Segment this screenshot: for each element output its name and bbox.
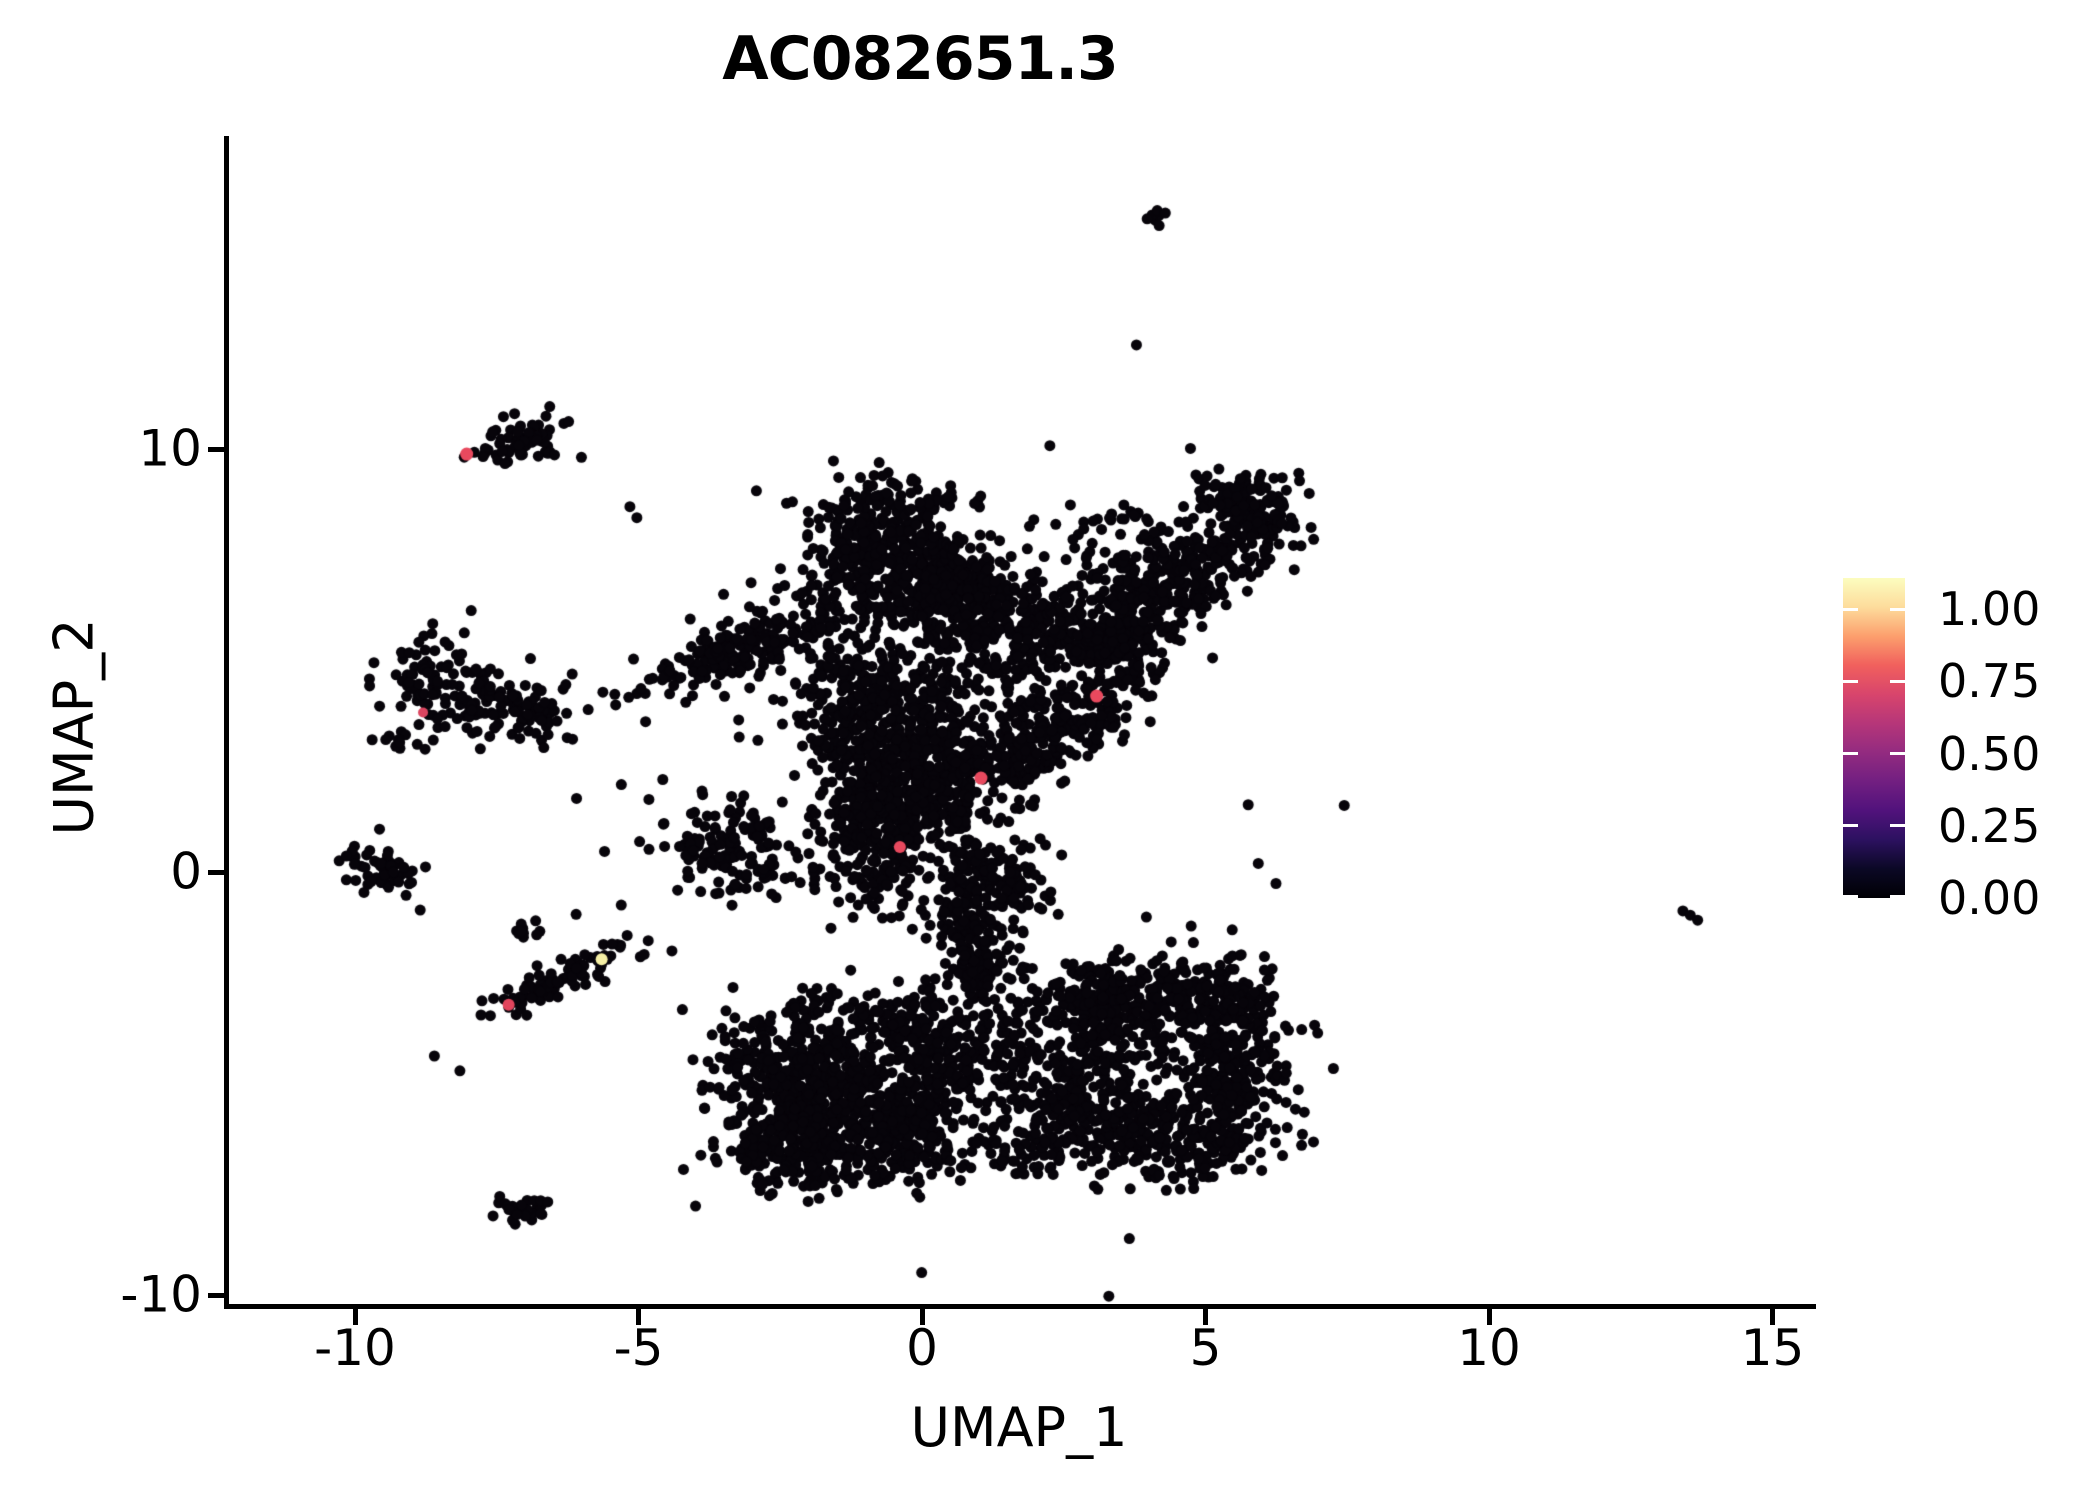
x-tick-label: -5 xyxy=(613,1319,664,1377)
x-tick-mark xyxy=(1203,1309,1208,1325)
y-tick-mark xyxy=(208,446,224,452)
x-tick-mark xyxy=(1770,1309,1775,1325)
x-tick-label: 5 xyxy=(1189,1319,1222,1377)
x-axis-line xyxy=(224,1304,1816,1309)
colorbar-tick-mark xyxy=(1843,752,1858,756)
x-tick-mark xyxy=(352,1309,358,1325)
plot-title: AC082651.3 xyxy=(722,24,1119,94)
y-tick-label: -10 xyxy=(120,1265,202,1324)
colorbar-tick-label: 0.00 xyxy=(1938,871,2041,925)
x-tick-mark xyxy=(1486,1309,1492,1325)
y-axis-line xyxy=(224,136,229,1308)
y-tick-label: 0 xyxy=(170,842,202,901)
x-tick-label: -10 xyxy=(314,1319,396,1377)
y-tick-mark xyxy=(208,1292,224,1298)
colorbar-tick-mark xyxy=(1890,895,1905,898)
x-tick-label: 0 xyxy=(906,1319,938,1377)
colorbar-tick-label: 0.50 xyxy=(1938,726,2041,781)
colorbar-tick-mark xyxy=(1843,679,1858,683)
colorbar-tick-mark xyxy=(1890,679,1905,683)
colorbar-tick-mark xyxy=(1843,895,1858,898)
x-tick-label: 10 xyxy=(1457,1319,1521,1377)
colorbar-tick-mark xyxy=(1843,824,1858,828)
colorbar-tick-mark xyxy=(1890,824,1905,828)
colorbar-tick-mark xyxy=(1890,752,1905,756)
colorbar-tick-label: 1.00 xyxy=(1938,582,2041,637)
x-tick-mark xyxy=(919,1309,925,1325)
x-tick-mark xyxy=(636,1309,641,1325)
y-tick-mark xyxy=(208,869,224,875)
colorbar-tick-mark xyxy=(1843,607,1858,611)
colorbar-tick-mark xyxy=(1890,607,1905,611)
x-tick-label: 15 xyxy=(1740,1319,1805,1377)
y-axis-title: UMAP_2 xyxy=(42,618,106,836)
y-tick-label: 10 xyxy=(138,419,202,478)
x-axis-title: UMAP_1 xyxy=(910,1396,1128,1459)
colorbar-tick-label: 0.75 xyxy=(1938,654,2041,709)
colorbar-tick-label: 0.25 xyxy=(1938,798,2041,853)
colorbar-gradient xyxy=(1843,578,1905,898)
colorbar-legend xyxy=(1843,578,1905,898)
